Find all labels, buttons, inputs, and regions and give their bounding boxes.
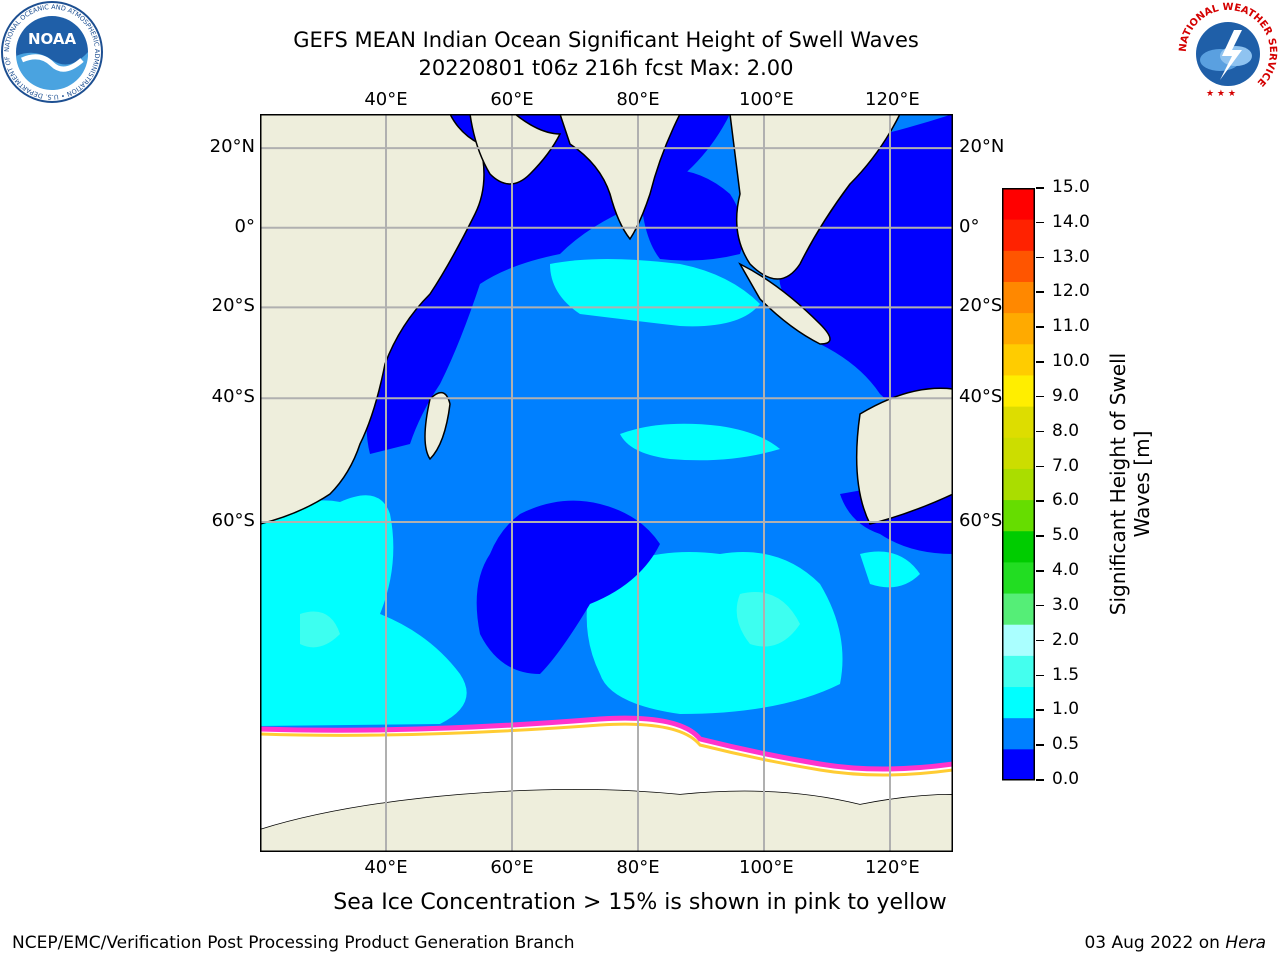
- lat-label: 60°S: [959, 509, 1003, 531]
- colorbar-tick-label: 3.0: [1052, 594, 1080, 615]
- colorbar-tick-mark: [1036, 221, 1044, 224]
- lon-label: 40°E: [364, 89, 408, 110]
- colorbar-segment: [1002, 219, 1035, 251]
- colorbar-label: Significant Height of Swell Waves [m]: [1106, 352, 1154, 616]
- colorbar-segment: [1002, 624, 1035, 656]
- swell-1.5-2m-regions: [300, 592, 800, 648]
- colorbar-segment: [1002, 561, 1035, 594]
- colorbar-segment: [1002, 468, 1035, 501]
- lon-label: 60°E: [490, 857, 534, 878]
- colorbar-tick-label: 12.0: [1052, 281, 1090, 302]
- colorbar-tick-label: 1.0: [1052, 699, 1080, 720]
- footer-left: NCEP/EMC/Verification Post Processing Pr…: [12, 933, 575, 953]
- colorbar-tick-label: 4.0: [1052, 560, 1080, 581]
- colorbar-tick-label: 15.0: [1052, 177, 1090, 197]
- lon-label: 100°E: [739, 857, 794, 878]
- colorbar-segment: [1002, 437, 1035, 469]
- colorbar-tick-mark: [1036, 779, 1044, 781]
- colorbar-segment: [1002, 406, 1035, 438]
- land: [260, 114, 953, 852]
- lat-label: 0°: [234, 215, 255, 237]
- lat-label: 20°S: [211, 295, 255, 317]
- svg-text:★ ★ ★: ★ ★ ★: [1206, 89, 1236, 99]
- lat-label: 20°S: [959, 295, 1003, 317]
- footer-right: 03 Aug 2022 on Hera: [1084, 933, 1266, 953]
- lat-label: 60°S: [211, 509, 255, 531]
- colorbar-segment: [1002, 686, 1035, 719]
- colorbar-segment: [1002, 281, 1035, 314]
- lat-label: 20°N: [209, 136, 255, 158]
- colorbar-tick-mark: [1036, 291, 1044, 293]
- colorbar-tick-label: 13.0: [1052, 246, 1090, 267]
- colorbar-tick-label: 14.0: [1052, 211, 1090, 232]
- lon-label: 80°E: [616, 89, 660, 110]
- lat-label: 40°S: [211, 386, 255, 408]
- colorbar-tick-label: 11.0: [1052, 316, 1090, 337]
- colorbar: [1002, 188, 1035, 781]
- noaa-text: NOAA: [28, 30, 77, 48]
- colorbar-segment: [1002, 188, 1035, 220]
- colorbar-segment: [1002, 655, 1035, 688]
- colorbar-tick-label: 1.5: [1052, 664, 1080, 685]
- lon-label: 120°E: [865, 857, 920, 878]
- colorbar-tick-mark: [1036, 744, 1044, 746]
- colorbar-tick-label: 0.5: [1052, 734, 1080, 755]
- colorbar-tick-label: 2.0: [1052, 629, 1080, 650]
- map-border: [260, 114, 953, 852]
- chart-subtitle: 20220801 t06z 216h fcst Max: 2.00: [418, 56, 794, 80]
- colorbar-tick-label: 10.0: [1052, 351, 1090, 372]
- colorbar-label-wrap: Significant Height of Swell Waves [m]: [1104, 334, 1156, 634]
- colorbar-segment: [1002, 748, 1035, 781]
- colorbar-segment: [1002, 717, 1035, 750]
- colorbar-segment: [1002, 312, 1035, 345]
- colorbar-tick-mark: [1036, 535, 1044, 537]
- ice-edge-pink: [260, 715, 953, 772]
- colorbar-tick-label: 0.0: [1052, 769, 1080, 789]
- colorbar-segment: [1002, 374, 1035, 407]
- colorbar-segment: [1002, 593, 1035, 625]
- colorbar-segment: [1002, 250, 1035, 282]
- colorbar-tick-mark: [1036, 465, 1044, 468]
- sea-ice-area: [260, 718, 953, 829]
- lat-label: 0°: [959, 215, 980, 237]
- lat-label: 20°N: [959, 136, 1005, 158]
- colorbar-tick-mark: [1036, 639, 1044, 642]
- colorbar-tick-mark: [1036, 709, 1044, 711]
- colorbar-tick-mark: [1036, 604, 1044, 607]
- lon-label: 100°E: [739, 89, 794, 110]
- colorbar-tick-mark: [1036, 430, 1044, 433]
- colorbar-tick-label: 8.0: [1052, 420, 1080, 441]
- graticule: [260, 114, 953, 852]
- colorbar-tick-mark: [1036, 674, 1044, 677]
- colorbar-tick-mark: [1036, 395, 1044, 398]
- swell-1-1.5m-regions: [260, 259, 920, 726]
- colorbar-tick-mark: [1036, 570, 1044, 572]
- colorbar-tick-mark: [1036, 500, 1044, 502]
- lon-label: 80°E: [616, 857, 660, 878]
- colorbar-tick-mark: [1036, 256, 1044, 259]
- nws-logo: NATIONAL WEATHER SERVICE ★ ★ ★: [1178, 2, 1278, 102]
- noaa-logo: NATIONAL OCEANIC AND ATMOSPHERIC ADMINIS…: [0, 0, 103, 103]
- ice-edge-yellow: [260, 722, 953, 777]
- lon-label: 60°E: [490, 89, 534, 110]
- colorbar-segment: [1002, 499, 1035, 532]
- colorbar-tick-label: 5.0: [1052, 525, 1080, 546]
- colorbar-segment: [1002, 343, 1035, 376]
- lat-label: 40°S: [959, 386, 1003, 408]
- lon-label: 40°E: [364, 857, 408, 878]
- colorbar-tick-mark: [1036, 187, 1044, 189]
- colorbar-tick-label: 6.0: [1052, 490, 1080, 511]
- colorbar-tick-label: 7.0: [1052, 455, 1080, 476]
- sea-ice-note: Sea Ice Concentration > 15% is shown in …: [333, 890, 947, 915]
- footer-system: Hera: [1225, 933, 1266, 953]
- colorbar-tick-mark: [1036, 361, 1044, 363]
- chart-title: GEFS MEAN Indian Ocean Significant Heigh…: [293, 28, 919, 52]
- colorbar-tick-mark: [1036, 326, 1044, 328]
- map-plot: [260, 114, 953, 852]
- footer-date: 03 Aug 2022 on: [1084, 933, 1226, 953]
- colorbar-segment: [1002, 530, 1035, 563]
- colorbar-tick-label: 9.0: [1052, 385, 1080, 406]
- lon-label: 120°E: [865, 89, 920, 110]
